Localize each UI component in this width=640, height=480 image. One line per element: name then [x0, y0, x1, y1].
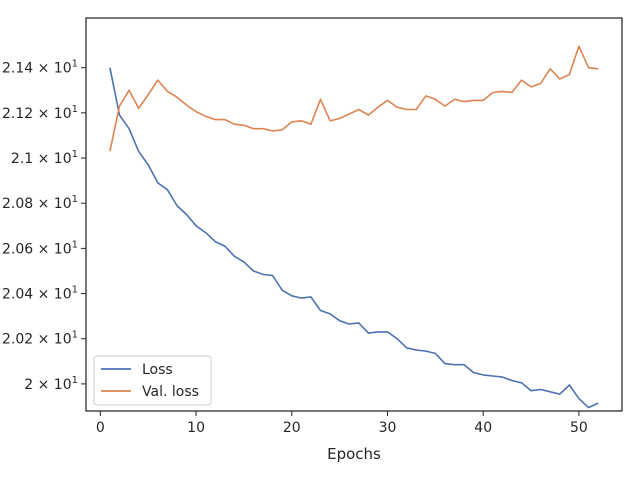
plot-area [86, 18, 622, 411]
x-tick-label: 40 [474, 420, 492, 436]
x-tick-label: 30 [379, 420, 397, 436]
y-tick-label: 2.06 × 101 [2, 239, 78, 257]
legend-label-loss: Loss [142, 362, 173, 378]
y-tick-label: 2.02 × 101 [2, 330, 78, 348]
y-tick-label: 2.1 × 101 [11, 149, 78, 167]
x-tick-label: 50 [570, 420, 588, 436]
x-axis-label: Epochs [327, 445, 381, 463]
series-line-val-loss [109, 45, 599, 152]
x-tick-label: 20 [283, 420, 301, 436]
y-tick-label: 2.14 × 101 [2, 59, 78, 77]
y-tick-label: 2 × 101 [24, 375, 78, 393]
legend-label-val-loss: Val. loss [142, 384, 199, 400]
y-axis-ticks: 2 × 101 2.02 × 101 2.04 × 101 2.06 × 101 2.0… [2, 59, 86, 393]
y-tick-label: 2.04 × 101 [2, 285, 78, 303]
x-tick-label: 10 [187, 420, 205, 436]
y-tick-label: 2.12 × 101 [2, 104, 78, 122]
plot-frame [85, 17, 623, 412]
series-layer [109, 45, 599, 409]
x-axis-ticks: 0 10 20 30 40 50 [96, 411, 588, 436]
series-line-loss [109, 67, 599, 409]
legend: Loss Val. loss [93, 355, 212, 406]
x-tick-label: 0 [96, 420, 105, 436]
y-tick-label: 2.08 × 101 [2, 194, 78, 212]
